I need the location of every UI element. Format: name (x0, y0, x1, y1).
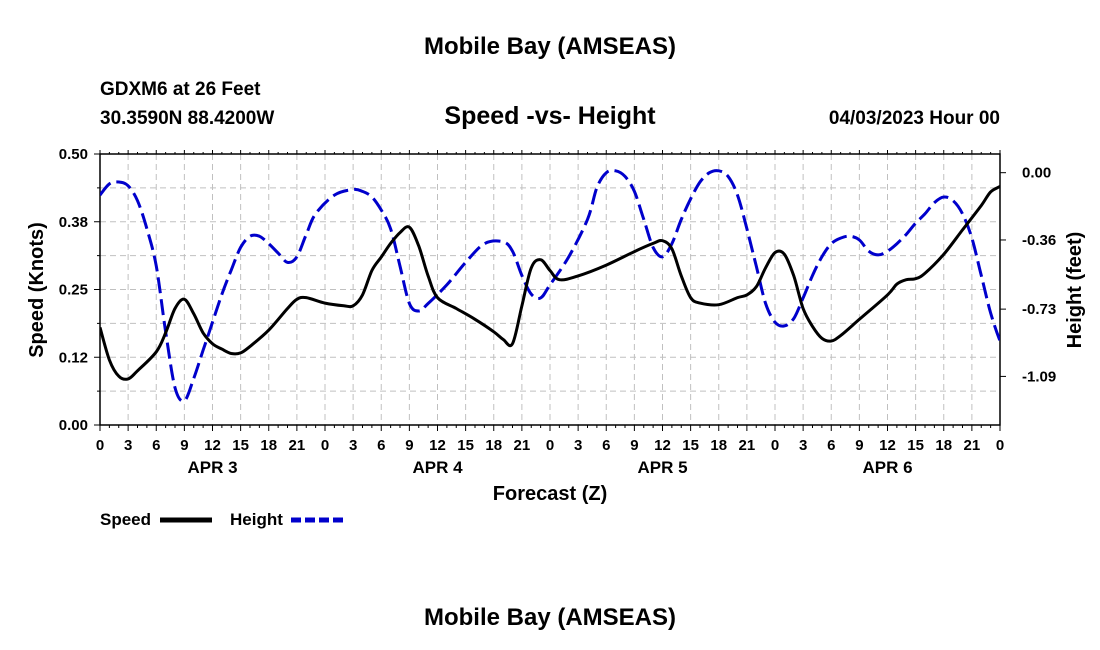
x-tick-label: 12 (654, 437, 671, 454)
station-coords: 30.3590N 88.4200W (100, 108, 274, 129)
grid-lines (100, 154, 1000, 425)
x-tick-label: 18 (485, 437, 502, 454)
y2-tick-label: -0.73 (1022, 301, 1056, 318)
x-tick-label: 21 (514, 437, 531, 454)
y2-tick-labels: 0.00 -0.36 -0.73 -1.09 (1022, 165, 1056, 386)
page-title: Mobile Bay (AMSEAS) (424, 33, 676, 60)
y2-tick-label: -0.36 (1022, 232, 1056, 249)
y2-tick-label: 0.00 (1022, 165, 1051, 182)
x-tick-label: 3 (349, 437, 357, 454)
legend: Speed Height (100, 510, 343, 529)
x-tick-label: 3 (574, 437, 582, 454)
x-tick-label: 0 (996, 437, 1004, 454)
y-tick-labels: 0.00 0.12 0.25 0.38 0.50 (59, 146, 88, 434)
x-tick-label: 15 (457, 437, 474, 454)
y-tick-label: 0.12 (59, 349, 88, 366)
x-tick-label: 6 (827, 437, 835, 454)
x-tick-label: 0 (321, 437, 329, 454)
station-name: GDXM6 at 26 Feet (100, 79, 261, 100)
x-tick-label: 18 (710, 437, 727, 454)
x-tick-label: 21 (964, 437, 981, 454)
x-tick-label: 3 (124, 437, 132, 454)
x-tick-labels: 0 3 6 9 12 15 18 21 0 3 6 9 12 15 18 21 0 3 6 9 12 15 18 21 0 3 6 9… (96, 437, 1004, 454)
series-line-speed (100, 184, 1000, 381)
x-tick-label: 18 (260, 437, 277, 454)
x-tick-label: 6 (377, 437, 385, 454)
x-tick-label: 18 (935, 437, 952, 454)
day-label: APR 4 (412, 458, 463, 477)
day-label: APR 6 (862, 458, 912, 477)
x-tick-label: 15 (232, 437, 249, 454)
x-axis-label: Forecast (Z) (493, 483, 607, 505)
x-tick-label: 15 (907, 437, 924, 454)
x-tick-label: 6 (152, 437, 160, 454)
x-tick-label: 12 (429, 437, 446, 454)
legend-speed-label: Speed (100, 510, 151, 529)
x-tick-label: 0 (771, 437, 779, 454)
footer-title: Mobile Bay (AMSEAS) (424, 604, 676, 631)
x-tick-label: 9 (180, 437, 188, 454)
y-tick-label: 0.25 (59, 282, 88, 299)
series-line-height (100, 168, 1000, 403)
y-axis-label: Speed (Knots) (26, 222, 48, 358)
x-tick-label: 0 (546, 437, 554, 454)
x-tick-label: 6 (602, 437, 610, 454)
y-tick-label: 0.38 (59, 214, 88, 231)
x-tick-label: 12 (879, 437, 896, 454)
forecast-date: 04/03/2023 Hour 00 (829, 108, 1000, 129)
x-tick-label: 15 (682, 437, 699, 454)
x-tick-label: 9 (855, 437, 863, 454)
x-tick-label: 21 (739, 437, 756, 454)
y2-axis-label: Height (feet) (1064, 232, 1086, 349)
plot-frame (99, 153, 1001, 426)
x-tick-label: 21 (289, 437, 306, 454)
day-label: APR 5 (637, 458, 687, 477)
y-tick-label: 0.50 (59, 146, 88, 163)
x-tick-label: 12 (204, 437, 221, 454)
chart-title: Speed -vs- Height (444, 102, 656, 130)
x-tick-label: 9 (630, 437, 638, 454)
day-labels: APR 3 APR 4 APR 5 APR 6 (187, 458, 912, 477)
x-tick-label: 9 (405, 437, 413, 454)
axes (94, 150, 1006, 431)
day-label: APR 3 (187, 458, 237, 477)
y-tick-label: 0.00 (59, 417, 88, 434)
x-tick-label: 0 (96, 437, 104, 454)
legend-height-label: Height (230, 510, 283, 529)
y2-tick-label: -1.09 (1022, 368, 1056, 385)
x-tick-label: 3 (799, 437, 807, 454)
series-lines (100, 168, 1000, 403)
